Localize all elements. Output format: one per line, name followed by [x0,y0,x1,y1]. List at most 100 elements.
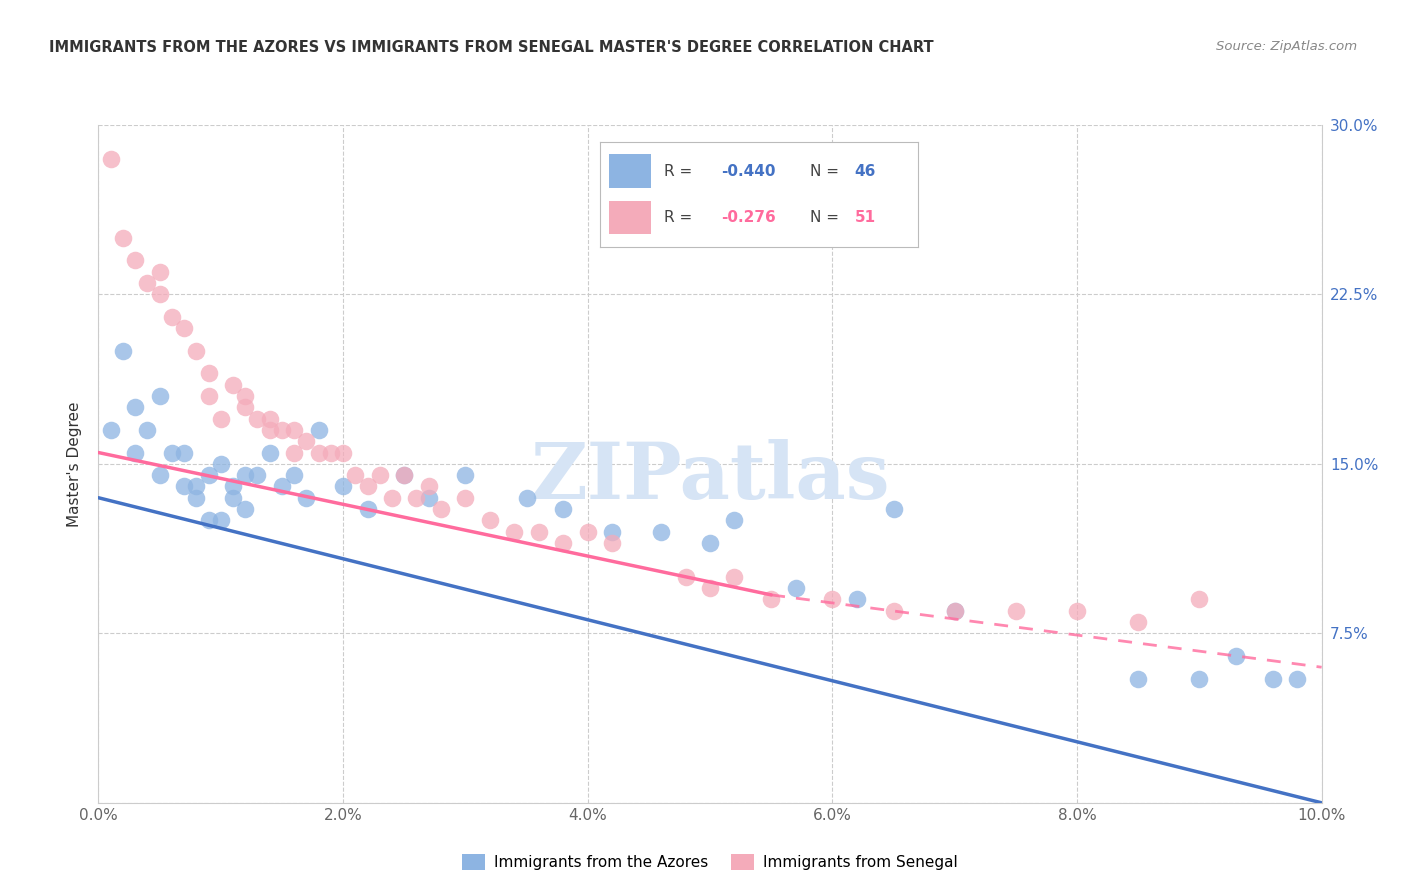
Legend: Immigrants from the Azores, Immigrants from Senegal: Immigrants from the Azores, Immigrants f… [456,848,965,877]
Point [600,536,623,550]
Point [675,570,697,584]
Point [821,592,844,607]
Point [173,321,195,335]
Point [209,411,232,425]
Point [1188,592,1211,607]
Point [418,491,440,505]
Point [124,401,146,415]
Point [173,479,195,493]
Point [295,434,318,449]
Point [332,445,354,459]
Point [392,468,416,483]
Point [332,479,354,493]
Point [553,502,575,516]
Point [136,423,159,437]
Point [222,491,245,505]
Point [576,524,599,539]
Point [1261,672,1284,686]
Point [553,536,575,550]
Point [527,524,550,539]
Point [1128,672,1150,686]
Point [186,491,208,505]
Point [160,310,183,324]
Point [246,411,269,425]
Point [344,468,367,483]
Point [883,502,905,516]
Point [197,513,219,527]
Point [503,524,526,539]
Point [259,423,281,437]
Point [356,479,378,493]
Point [149,287,172,301]
Text: Source: ZipAtlas.com: Source: ZipAtlas.com [1216,40,1357,54]
Point [209,513,232,527]
Point [356,502,378,516]
Point [283,468,305,483]
Point [454,491,477,505]
Point [197,389,219,403]
Point [233,401,256,415]
Point [319,445,342,459]
Point [723,513,745,527]
Point [173,445,195,459]
Point [197,367,219,381]
Point [111,231,134,245]
Point [845,592,868,607]
Point [478,513,501,527]
Point [392,468,416,483]
Point [233,502,256,516]
Point [418,479,440,493]
Point [600,524,623,539]
Point [308,445,330,459]
Point [308,423,330,437]
Point [295,491,318,505]
Point [149,265,172,279]
Point [111,343,134,358]
Point [699,581,721,595]
Text: ZIPatlas: ZIPatlas [530,440,890,516]
Point [124,253,146,268]
Point [124,445,146,459]
Point [723,570,745,584]
Point [1128,615,1150,629]
Point [100,152,122,166]
Point [1188,672,1211,686]
Point [259,445,281,459]
Point [270,423,292,437]
Point [454,468,477,483]
Point [149,389,172,403]
Point [283,423,305,437]
Point [1225,648,1247,663]
Point [650,524,672,539]
Point [160,445,183,459]
Point [405,491,427,505]
Point [1286,672,1309,686]
Point [209,457,232,471]
Point [759,592,782,607]
Point [368,468,391,483]
Point [233,468,256,483]
Point [136,276,159,290]
Point [1066,604,1088,618]
Point [233,389,256,403]
Point [943,604,966,618]
Point [699,536,721,550]
Text: IMMIGRANTS FROM THE AZORES VS IMMIGRANTS FROM SENEGAL MASTER'S DEGREE CORRELATIO: IMMIGRANTS FROM THE AZORES VS IMMIGRANTS… [49,40,934,55]
Point [883,604,905,618]
Point [100,423,122,437]
Point [943,604,966,618]
Point [186,479,208,493]
Y-axis label: Master's Degree: Master's Degree [67,401,83,526]
Point [516,491,538,505]
Point [149,468,172,483]
Point [283,445,305,459]
Point [430,502,453,516]
Point [222,377,245,392]
Point [222,479,245,493]
Point [246,468,269,483]
Point [259,411,281,425]
Point [197,468,219,483]
Point [270,479,292,493]
Point [785,581,807,595]
Point [1004,604,1026,618]
